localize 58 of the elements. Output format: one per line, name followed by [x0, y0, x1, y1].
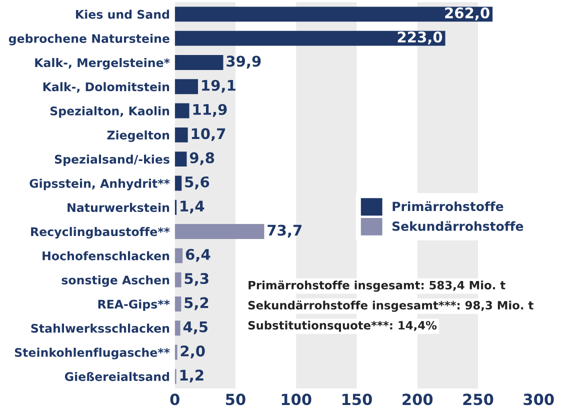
data-label: 73,7 — [268, 224, 302, 238]
y-tick-label: REA-Gips** — [98, 299, 170, 311]
data-label: 5,3 — [184, 273, 208, 286]
bar — [174, 224, 264, 240]
x-tick-label: 200 — [402, 394, 433, 406]
x-tick-label: 250 — [463, 394, 494, 406]
y-tick-label: sonstige Aschen — [62, 275, 170, 287]
bar — [174, 248, 183, 264]
legend-label: Primärrohstoffe — [392, 201, 504, 212]
y-tick-label: Gipsstein, Anhydrit** — [30, 178, 170, 190]
y-tick-label: Naturwerkstein — [68, 202, 170, 212]
bar — [174, 320, 180, 336]
x-tick-label: 300 — [524, 394, 554, 406]
y-tick-label: gebrochene Natursteine — [8, 34, 170, 46]
data-label: 223,0 — [398, 32, 442, 44]
data-label: 39,9 — [226, 56, 261, 69]
y-tick-label: Steinkohlenflugasche** — [14, 348, 170, 360]
x-tick-label: 100 — [282, 394, 312, 406]
bar — [174, 79, 198, 94]
bar — [174, 272, 182, 288]
data-label: 262,0 — [445, 7, 490, 20]
bar — [174, 344, 178, 360]
y-tick-label: Spezialsand/-kies — [54, 154, 170, 166]
x-tick-label: 150 — [342, 394, 372, 406]
y-tick-label: Kies und Sand — [76, 10, 169, 19]
y-tick-label: Stahlwerksschlacken — [31, 324, 170, 333]
bar — [174, 127, 188, 142]
y-tick-label: Gießereialtsand — [64, 372, 169, 382]
data-label: 2,0 — [180, 345, 205, 358]
data-label: 5,6 — [185, 176, 210, 190]
annotation: Substitutionsquote***: 14,4% — [248, 320, 437, 332]
annotation: Primärrohstoffe insgesamt: 583,4 Mio. t — [248, 280, 506, 292]
bar — [174, 176, 182, 191]
y-tick-label: Ziegelton — [107, 130, 170, 142]
data-label: 19,1 — [202, 80, 236, 93]
data-label: 10,7 — [192, 128, 226, 142]
bar — [174, 103, 190, 118]
data-label: 11,9 — [193, 104, 227, 117]
x-tick-label: 0 — [170, 394, 180, 406]
annotation: Sekundärrohstoffe insgesamt***: 98,3 Mio. t — [248, 300, 534, 312]
y-tick-label: Spezialton, Kaolin — [50, 106, 170, 118]
bar — [174, 6, 493, 22]
data-label: 4,5 — [183, 322, 208, 334]
data-label: 9,8 — [190, 152, 214, 166]
bar — [174, 54, 224, 70]
y-tick-label: Hochofenschlacken — [42, 251, 170, 260]
legend-label: Sekundärrohstoffe — [392, 221, 524, 231]
bar — [174, 152, 187, 167]
bar — [174, 296, 182, 312]
y-tick-label: Kalk-, Mergelsteine* — [35, 58, 170, 70]
y-tick-label: Kalk-, Dolomitstein — [43, 82, 170, 93]
x-tick-label: 50 — [226, 394, 246, 406]
data-label: 1,2 — [180, 370, 204, 383]
data-label: 6,4 — [186, 248, 210, 262]
data-label: 5,2 — [184, 297, 208, 310]
bar — [174, 30, 446, 46]
data-label: 1,4 — [180, 200, 204, 214]
y-tick-label: Recyclingbaustoffe** — [31, 227, 170, 239]
